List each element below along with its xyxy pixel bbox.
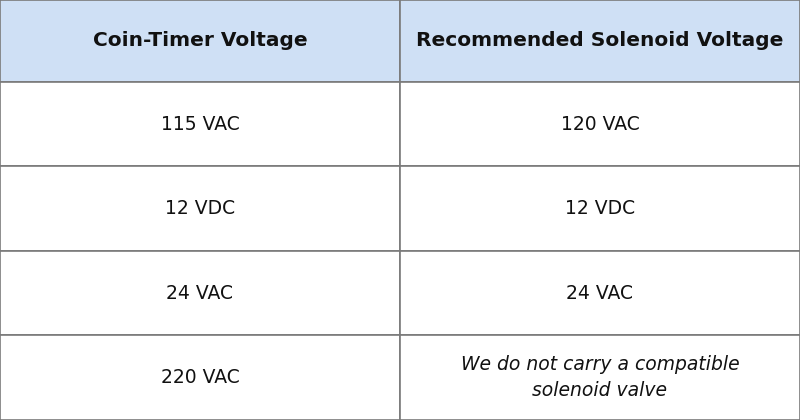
Text: 120 VAC: 120 VAC [561, 115, 639, 134]
Bar [0, 0, 400, 82]
Bar [400, 0, 800, 82]
Text: 115 VAC: 115 VAC [161, 115, 239, 134]
Bar [400, 251, 800, 336]
Text: 12 VDC: 12 VDC [565, 199, 635, 218]
Bar [0, 166, 400, 251]
Bar [0, 82, 400, 166]
Bar [0, 336, 400, 420]
Text: 24 VAC: 24 VAC [166, 284, 234, 303]
Text: 220 VAC: 220 VAC [161, 368, 239, 387]
Bar [400, 166, 800, 251]
Text: Coin-Timer Voltage: Coin-Timer Voltage [93, 32, 307, 50]
Bar [400, 82, 800, 166]
Text: 24 VAC: 24 VAC [566, 284, 634, 303]
Bar [400, 336, 800, 420]
Text: 12 VDC: 12 VDC [165, 199, 235, 218]
Bar [0, 251, 400, 336]
Text: Recommended Solenoid Voltage: Recommended Solenoid Voltage [416, 32, 784, 50]
Text: We do not carry a compatible
solenoid valve: We do not carry a compatible solenoid va… [461, 355, 739, 401]
